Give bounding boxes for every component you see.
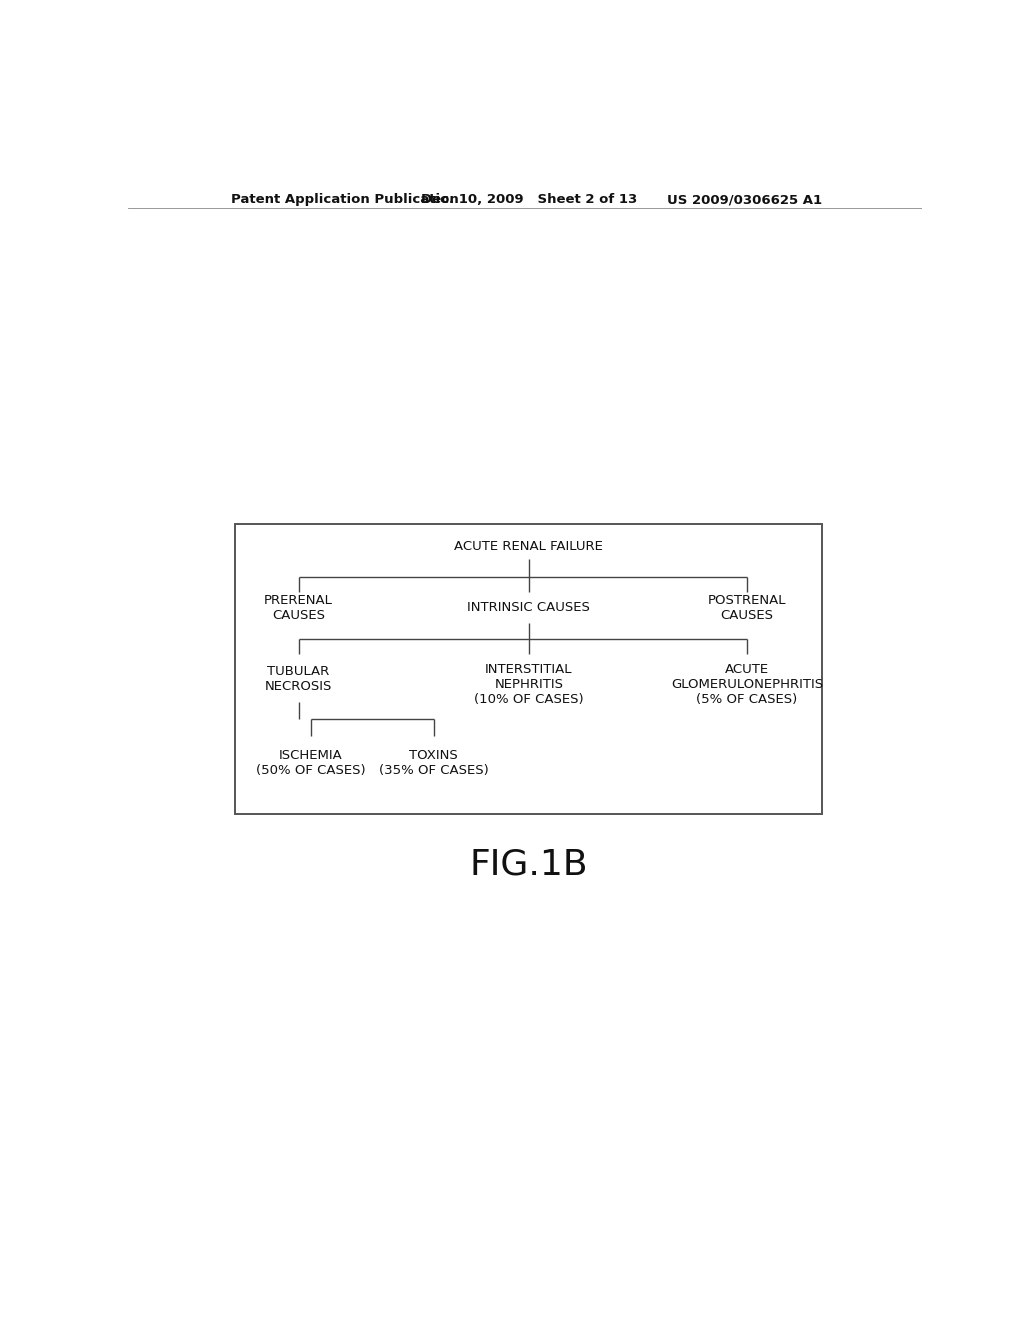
Text: Patent Application Publication: Patent Application Publication [231,193,459,206]
Text: PRERENAL
CAUSES: PRERENAL CAUSES [264,594,333,622]
Text: FIG.1B: FIG.1B [470,847,588,882]
Bar [236,524,822,814]
Text: POSTRENAL
CAUSES: POSTRENAL CAUSES [708,594,786,622]
Text: INTRINSIC CAUSES: INTRINSIC CAUSES [467,601,590,614]
Text: INTERSTITIAL
NEPHRITIS
(10% OF CASES): INTERSTITIAL NEPHRITIS (10% OF CASES) [474,664,584,706]
Text: ACUTE
GLOMERULONEPHRITIS
(5% OF CASES): ACUTE GLOMERULONEPHRITIS (5% OF CASES) [671,664,823,706]
Text: TOXINS
(35% OF CASES): TOXINS (35% OF CASES) [379,750,488,777]
Text: Dec. 10, 2009   Sheet 2 of 13: Dec. 10, 2009 Sheet 2 of 13 [421,193,637,206]
Text: US 2009/0306625 A1: US 2009/0306625 A1 [668,193,822,206]
Text: ACUTE RENAL FAILURE: ACUTE RENAL FAILURE [455,540,603,553]
Text: TUBULAR
NECROSIS: TUBULAR NECROSIS [265,665,333,693]
Text: ISCHEMIA
(50% OF CASES): ISCHEMIA (50% OF CASES) [256,750,366,777]
